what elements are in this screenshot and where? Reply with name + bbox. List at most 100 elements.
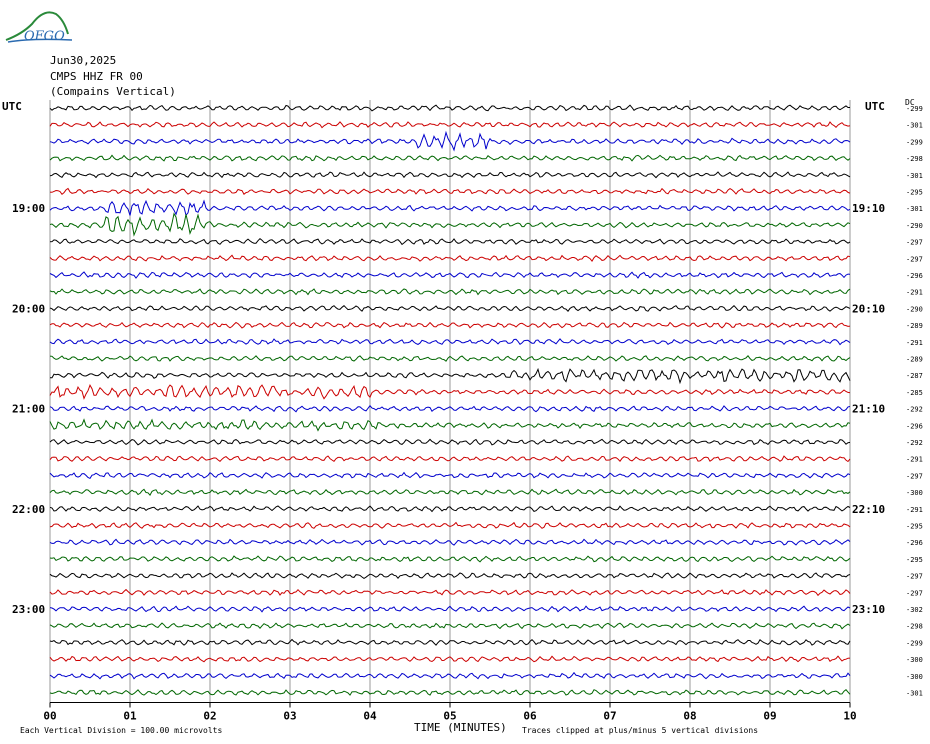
trace-row-24 [49, 505, 851, 513]
dc-offset-label: -292 [906, 406, 923, 414]
trace-row-32 [49, 638, 851, 646]
dc-offset-label: -290 [906, 305, 923, 313]
dc-offset-label: -289 [906, 322, 923, 330]
dc-offset-label: -298 [906, 155, 923, 163]
x-tick-label-09: 09 [763, 710, 776, 723]
x-tick-label-04: 04 [363, 710, 377, 723]
dc-offset-label: -300 [906, 489, 923, 497]
dc-offset-label: -290 [906, 222, 923, 230]
right-hour-label: 19:10 [852, 202, 885, 215]
dc-offset-label: -297 [906, 472, 923, 480]
trace-row-35 [49, 689, 851, 696]
dc-offset-label: -291 [906, 289, 923, 297]
date-label: Jun30,2025 [50, 54, 117, 67]
dc-offset-label: -301 [906, 172, 923, 180]
trace-row-25 [49, 521, 851, 529]
trace-row-18 [49, 404, 851, 413]
x-tick-label-05: 05 [443, 710, 456, 723]
trace-row-29 [49, 588, 851, 597]
trace-row-34 [49, 671, 851, 680]
left-hour-label: 19:00 [12, 202, 45, 215]
dc-offset-label: -297 [906, 255, 923, 263]
dc-offset-label: -298 [906, 623, 923, 631]
x-tick-label-07: 07 [603, 710, 616, 723]
dc-offset-label: -291 [906, 506, 923, 514]
trace-row-5 [49, 187, 851, 196]
trace-row-27 [49, 555, 851, 563]
trace-row-13 [49, 321, 851, 329]
dc-offset-label: -299 [906, 138, 923, 146]
dc-offset-label: -296 [906, 422, 923, 430]
trace-row-14 [49, 338, 851, 346]
x-tick-label-06: 06 [523, 710, 537, 723]
trace-row-15 [49, 355, 851, 362]
dc-offset-label: -291 [906, 456, 923, 464]
trace-row-0 [49, 104, 850, 112]
dc-offset-label: -300 [906, 673, 923, 681]
trace-row-21 [49, 455, 851, 463]
trace-row-17 [49, 384, 851, 400]
trace-row-7 [49, 212, 851, 237]
trace-row-19 [49, 418, 851, 432]
right-hour-label: 21:10 [852, 403, 885, 416]
x-tick-label-03: 03 [283, 710, 296, 723]
trace-row-11 [49, 288, 851, 296]
left-hour-label: 22:00 [12, 503, 45, 516]
dc-label: DC [905, 98, 915, 107]
trace-row-28 [49, 572, 851, 579]
dc-offset-label: -299 [906, 105, 923, 113]
dc-offset-label: -297 [906, 589, 923, 597]
x-tick-label-08: 08 [683, 710, 696, 723]
dc-offset-label: -296 [906, 272, 923, 280]
trace-row-16 [50, 367, 851, 385]
trace-row-8 [49, 238, 851, 246]
right-hour-label: 20:10 [852, 302, 885, 315]
trace-row-20 [49, 438, 851, 446]
svg-text:OFGO: OFGO [24, 29, 65, 44]
dc-offset-label: -296 [906, 539, 923, 547]
x-tick-label-00: 00 [43, 710, 56, 723]
trace-row-4 [49, 171, 851, 179]
x-tick-label-02: 02 [203, 710, 216, 723]
ofgo-logo-icon: OFGO [5, 11, 73, 44]
dc-offset-label: -295 [906, 523, 923, 531]
trace-row-33 [49, 655, 851, 663]
left-hour-label: 23:00 [12, 603, 45, 616]
right-hour-label: 22:10 [852, 503, 885, 516]
trace-row-12 [49, 305, 851, 312]
location-label: (Compains Vertical) [50, 85, 176, 98]
dc-offset-label: -292 [906, 439, 923, 447]
dc-offset-label: -289 [906, 356, 923, 364]
dc-offset-label: -291 [906, 339, 923, 347]
dc-offset-label: -297 [906, 239, 923, 247]
dc-offset-label: -301 [906, 122, 923, 130]
trace-row-9 [49, 254, 851, 262]
trace-row-1 [49, 121, 851, 129]
dc-offset-label: -299 [906, 639, 923, 647]
dc-offset-label: -297 [906, 573, 923, 581]
dc-offset-label: -295 [906, 556, 923, 564]
dc-offset-label: -287 [906, 372, 923, 380]
trace-row-23 [49, 488, 851, 496]
trace-row-2 [49, 130, 851, 152]
left-hour-label: 20:00 [12, 302, 45, 315]
trace-row-30 [49, 605, 851, 613]
dc-offset-label: -301 [906, 690, 923, 698]
utc-right-label: UTC [865, 100, 885, 113]
trace-row-6 [49, 199, 851, 217]
dc-offset-label: -300 [906, 656, 923, 664]
dc-offset-label: -301 [906, 205, 923, 213]
x-tick-label-01: 01 [123, 710, 137, 723]
dc-offset-label: -295 [906, 189, 923, 197]
clip-note: Traces clipped at plus/minus 5 vertical … [522, 726, 759, 735]
left-hour-label: 21:00 [12, 403, 45, 416]
trace-row-22 [49, 471, 851, 480]
trace-row-31 [49, 622, 851, 630]
station-label: CMPS HHZ FR 00 [50, 70, 143, 83]
dc-offset-label: -285 [906, 389, 923, 397]
x-tick-label-10: 10 [843, 710, 856, 723]
dc-offset-label: -302 [906, 606, 923, 614]
trace-row-3 [49, 154, 851, 162]
right-hour-label: 23:10 [852, 603, 885, 616]
